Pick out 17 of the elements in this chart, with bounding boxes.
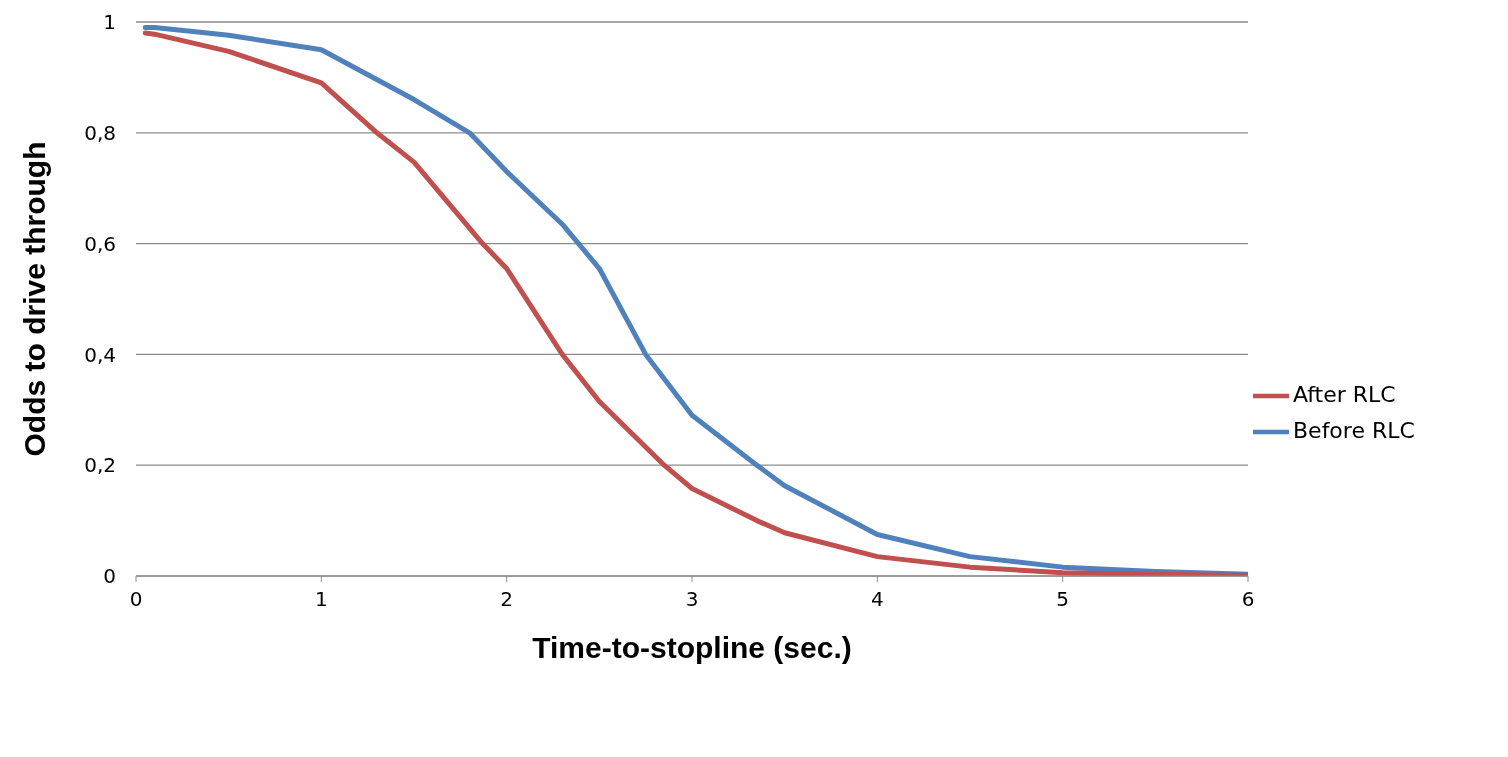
legend-label: Before RLC (1293, 418, 1415, 443)
y-tick-label: 1 (103, 10, 116, 35)
x-tick-label: 5 (1056, 587, 1070, 612)
x-tick-label: 1 (314, 587, 328, 612)
y-tick-label: 0,4 (84, 342, 116, 367)
x-tick-label: 4 (870, 587, 884, 612)
legend-label: After RLC (1293, 382, 1396, 407)
x-tick-label: 2 (500, 587, 514, 612)
x-axis-title: Time-to-stopline (sec.) (532, 631, 852, 664)
y-tick-label: 0 (103, 564, 116, 589)
y-tick-label: 0,8 (84, 120, 116, 145)
y-tick-label: 0,6 (84, 231, 116, 256)
x-tick-label: 6 (1241, 587, 1255, 612)
y-axis-title: Odds to drive through (17, 141, 51, 457)
x-tick-label: 3 (685, 587, 699, 612)
y-tick-label: 0,2 (84, 453, 116, 478)
x-tick-label: 0 (129, 587, 143, 612)
